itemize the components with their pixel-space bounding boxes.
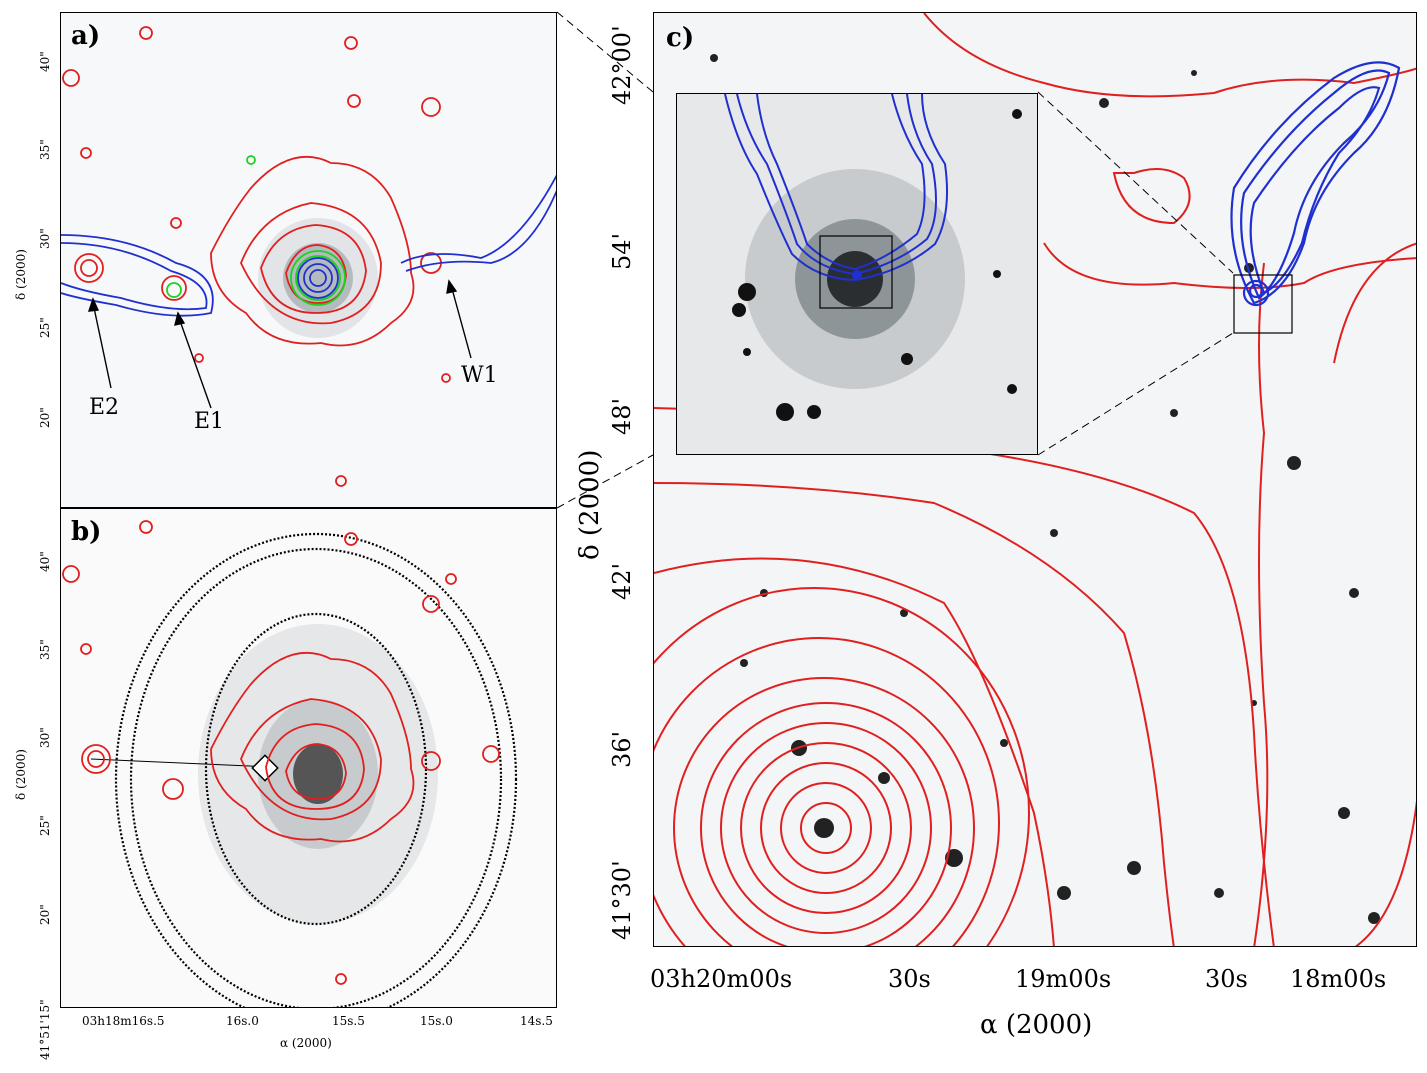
- ra-tick-c-1: 03h20m00s: [650, 965, 793, 993]
- dec-tick-c-6: 41°30': [608, 860, 636, 940]
- ra-axis-label-b: α (2000): [280, 1036, 332, 1050]
- dec-tick-a-35: 35": [38, 139, 52, 160]
- masked-star: [251, 754, 279, 782]
- radio-contours: [61, 174, 556, 317]
- dec-tick-b-35: 35": [38, 639, 52, 660]
- ra-tick-c-3: 19m00s: [1015, 965, 1112, 993]
- panel-a: a) E2 E1 W1: [60, 12, 557, 508]
- ra-tick-c-5: 18m00s: [1290, 965, 1387, 993]
- inset-panel: [676, 93, 1038, 455]
- radio-tail-contours: [1230, 61, 1401, 307]
- dec-tick-c-1: 42°00': [608, 25, 636, 105]
- zoom-box: [1233, 274, 1293, 334]
- ra-tick-b-4: 15s.0: [420, 1014, 453, 1028]
- dec-tick-b-25: 25": [38, 815, 52, 836]
- annotation-e2: E2: [89, 395, 120, 420]
- dec-tick-b-20: 20": [38, 904, 52, 925]
- inset-stars: [732, 109, 1022, 421]
- ra-tick-b-2: 16s.0: [226, 1014, 259, 1028]
- ra-tick-b-1: 03h18m16s.5: [82, 1014, 165, 1028]
- panel-a-label: a): [71, 21, 101, 51]
- dec-axis-label-b: δ (2000): [14, 749, 28, 800]
- dec-axis-label-a: δ (2000): [14, 249, 28, 300]
- ra-axis-label-c: α (2000): [980, 1010, 1093, 1040]
- dec-tick-c-5: 36': [608, 730, 636, 768]
- dec-tick-c-3: 48': [608, 397, 636, 435]
- dec-tick-b-base: 41°51'15": [38, 999, 52, 1060]
- green-contours: [166, 155, 346, 306]
- panel-b: b): [60, 508, 557, 1008]
- inset-radio-core: [852, 270, 862, 280]
- panel-b-label: b): [71, 517, 102, 547]
- panel-a-plot: [61, 13, 556, 507]
- ra-tick-c-4: 30s: [1205, 965, 1248, 993]
- annotation-w1: W1: [461, 363, 498, 388]
- dec-tick-b-30: 30": [38, 727, 52, 748]
- dec-tick-a-20: 20": [38, 407, 52, 428]
- optical-streak: [90, 758, 272, 768]
- panel-c-label: c): [666, 23, 695, 53]
- dec-tick-b-40: 40": [38, 551, 52, 572]
- panel-b-plot: [61, 509, 556, 1007]
- inset-zoom-box: [819, 235, 893, 309]
- annotation-arrows: [87, 279, 472, 409]
- dec-tick-a-30: 30": [38, 228, 52, 249]
- inset-plot: [677, 94, 1037, 454]
- star-field: [710, 54, 1380, 924]
- dec-tick-a-40: 40": [38, 51, 52, 72]
- ra-tick-b-3: 15s.5: [332, 1014, 365, 1028]
- x-ray-contours-b: [62, 520, 500, 985]
- dec-tick-a-25: 25": [38, 317, 52, 338]
- panel-c: c): [653, 12, 1417, 947]
- dec-axis-label-c: δ (2000): [575, 449, 605, 560]
- ra-tick-c-2: 30s: [888, 965, 931, 993]
- dec-tick-c-4: 42': [608, 562, 636, 600]
- dec-tick-c-2: 54': [608, 232, 636, 270]
- annotation-e1: E1: [194, 409, 225, 434]
- ra-tick-b-5: 14s.5: [520, 1014, 553, 1028]
